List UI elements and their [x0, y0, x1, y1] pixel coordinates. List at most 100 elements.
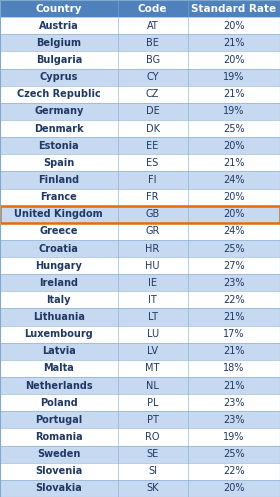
- Text: FI: FI: [148, 175, 157, 185]
- Bar: [188, 463, 280, 480]
- Bar: [0, 223, 118, 240]
- Bar: [188, 34, 280, 51]
- Text: 24%: 24%: [223, 175, 244, 185]
- Bar: [118, 343, 188, 360]
- Bar: [118, 103, 188, 120]
- Bar: [0, 34, 118, 51]
- Text: GB: GB: [146, 209, 160, 219]
- Text: 20%: 20%: [223, 21, 244, 31]
- Bar: [0, 343, 118, 360]
- Bar: [188, 51, 280, 69]
- Text: 23%: 23%: [223, 278, 244, 288]
- Bar: [188, 360, 280, 377]
- Text: SI: SI: [148, 466, 157, 476]
- Bar: [188, 171, 280, 188]
- Text: 21%: 21%: [223, 346, 244, 356]
- Text: 24%: 24%: [223, 226, 244, 237]
- Bar: [188, 206, 280, 223]
- Text: RO: RO: [145, 432, 160, 442]
- Text: 25%: 25%: [223, 244, 245, 253]
- Text: BG: BG: [146, 55, 160, 65]
- Bar: [0, 171, 118, 188]
- Text: NL: NL: [146, 381, 159, 391]
- Bar: [188, 394, 280, 412]
- Bar: [0, 120, 118, 137]
- Text: Ireland: Ireland: [39, 278, 78, 288]
- Text: 21%: 21%: [223, 38, 244, 48]
- Text: 27%: 27%: [223, 260, 245, 271]
- Text: CY: CY: [146, 72, 159, 82]
- Bar: [0, 309, 118, 326]
- Bar: [118, 17, 188, 34]
- Text: Slovakia: Slovakia: [36, 484, 82, 494]
- Text: Portugal: Portugal: [35, 415, 82, 425]
- Bar: [0, 188, 118, 206]
- Text: 23%: 23%: [223, 398, 244, 408]
- Bar: [118, 257, 188, 274]
- Bar: [0, 206, 118, 223]
- Text: France: France: [40, 192, 77, 202]
- Bar: [118, 428, 188, 446]
- Bar: [0, 377, 118, 394]
- Text: Finland: Finland: [38, 175, 79, 185]
- Text: Czech Republic: Czech Republic: [17, 89, 101, 99]
- Bar: [0, 257, 118, 274]
- Text: Sweden: Sweden: [37, 449, 80, 459]
- Bar: [188, 257, 280, 274]
- Bar: [0, 103, 118, 120]
- Text: Spain: Spain: [43, 158, 74, 168]
- Text: LU: LU: [146, 329, 159, 339]
- Bar: [118, 69, 188, 85]
- Text: CZ: CZ: [146, 89, 159, 99]
- Text: Latvia: Latvia: [42, 346, 76, 356]
- Text: Romania: Romania: [35, 432, 83, 442]
- Text: 25%: 25%: [223, 124, 245, 134]
- Text: Greece: Greece: [39, 226, 78, 237]
- Text: ES: ES: [146, 158, 159, 168]
- Bar: [118, 171, 188, 188]
- Bar: [118, 223, 188, 240]
- Bar: [0, 326, 118, 343]
- Bar: [0, 394, 118, 412]
- Text: BE: BE: [146, 38, 159, 48]
- Text: AT: AT: [147, 21, 158, 31]
- Text: 18%: 18%: [223, 363, 244, 373]
- Bar: [118, 188, 188, 206]
- Text: HU: HU: [145, 260, 160, 271]
- Bar: [118, 394, 188, 412]
- Bar: [188, 120, 280, 137]
- Bar: [0, 412, 118, 428]
- Text: 20%: 20%: [223, 484, 244, 494]
- Bar: [118, 446, 188, 463]
- Bar: [188, 446, 280, 463]
- Bar: [118, 360, 188, 377]
- Bar: [118, 240, 188, 257]
- Bar: [0, 85, 118, 103]
- Bar: [188, 17, 280, 34]
- Text: 21%: 21%: [223, 89, 244, 99]
- Text: 19%: 19%: [223, 106, 244, 116]
- Bar: [188, 274, 280, 291]
- Text: SE: SE: [146, 449, 159, 459]
- Bar: [118, 120, 188, 137]
- Text: 22%: 22%: [223, 295, 245, 305]
- Text: Italy: Italy: [46, 295, 71, 305]
- Bar: [188, 188, 280, 206]
- Text: Standard Rate: Standard Rate: [191, 3, 276, 13]
- Bar: [188, 309, 280, 326]
- Bar: [118, 377, 188, 394]
- Bar: [118, 137, 188, 154]
- Bar: [188, 240, 280, 257]
- Text: DE: DE: [146, 106, 160, 116]
- Text: 20%: 20%: [223, 55, 244, 65]
- Bar: [118, 291, 188, 309]
- Bar: [188, 103, 280, 120]
- Text: 21%: 21%: [223, 312, 244, 322]
- Bar: [0, 463, 118, 480]
- Bar: [188, 377, 280, 394]
- Text: 19%: 19%: [223, 72, 244, 82]
- Text: 21%: 21%: [223, 381, 244, 391]
- Text: SK: SK: [146, 484, 159, 494]
- Text: Lithuania: Lithuania: [33, 312, 85, 322]
- Bar: [118, 51, 188, 69]
